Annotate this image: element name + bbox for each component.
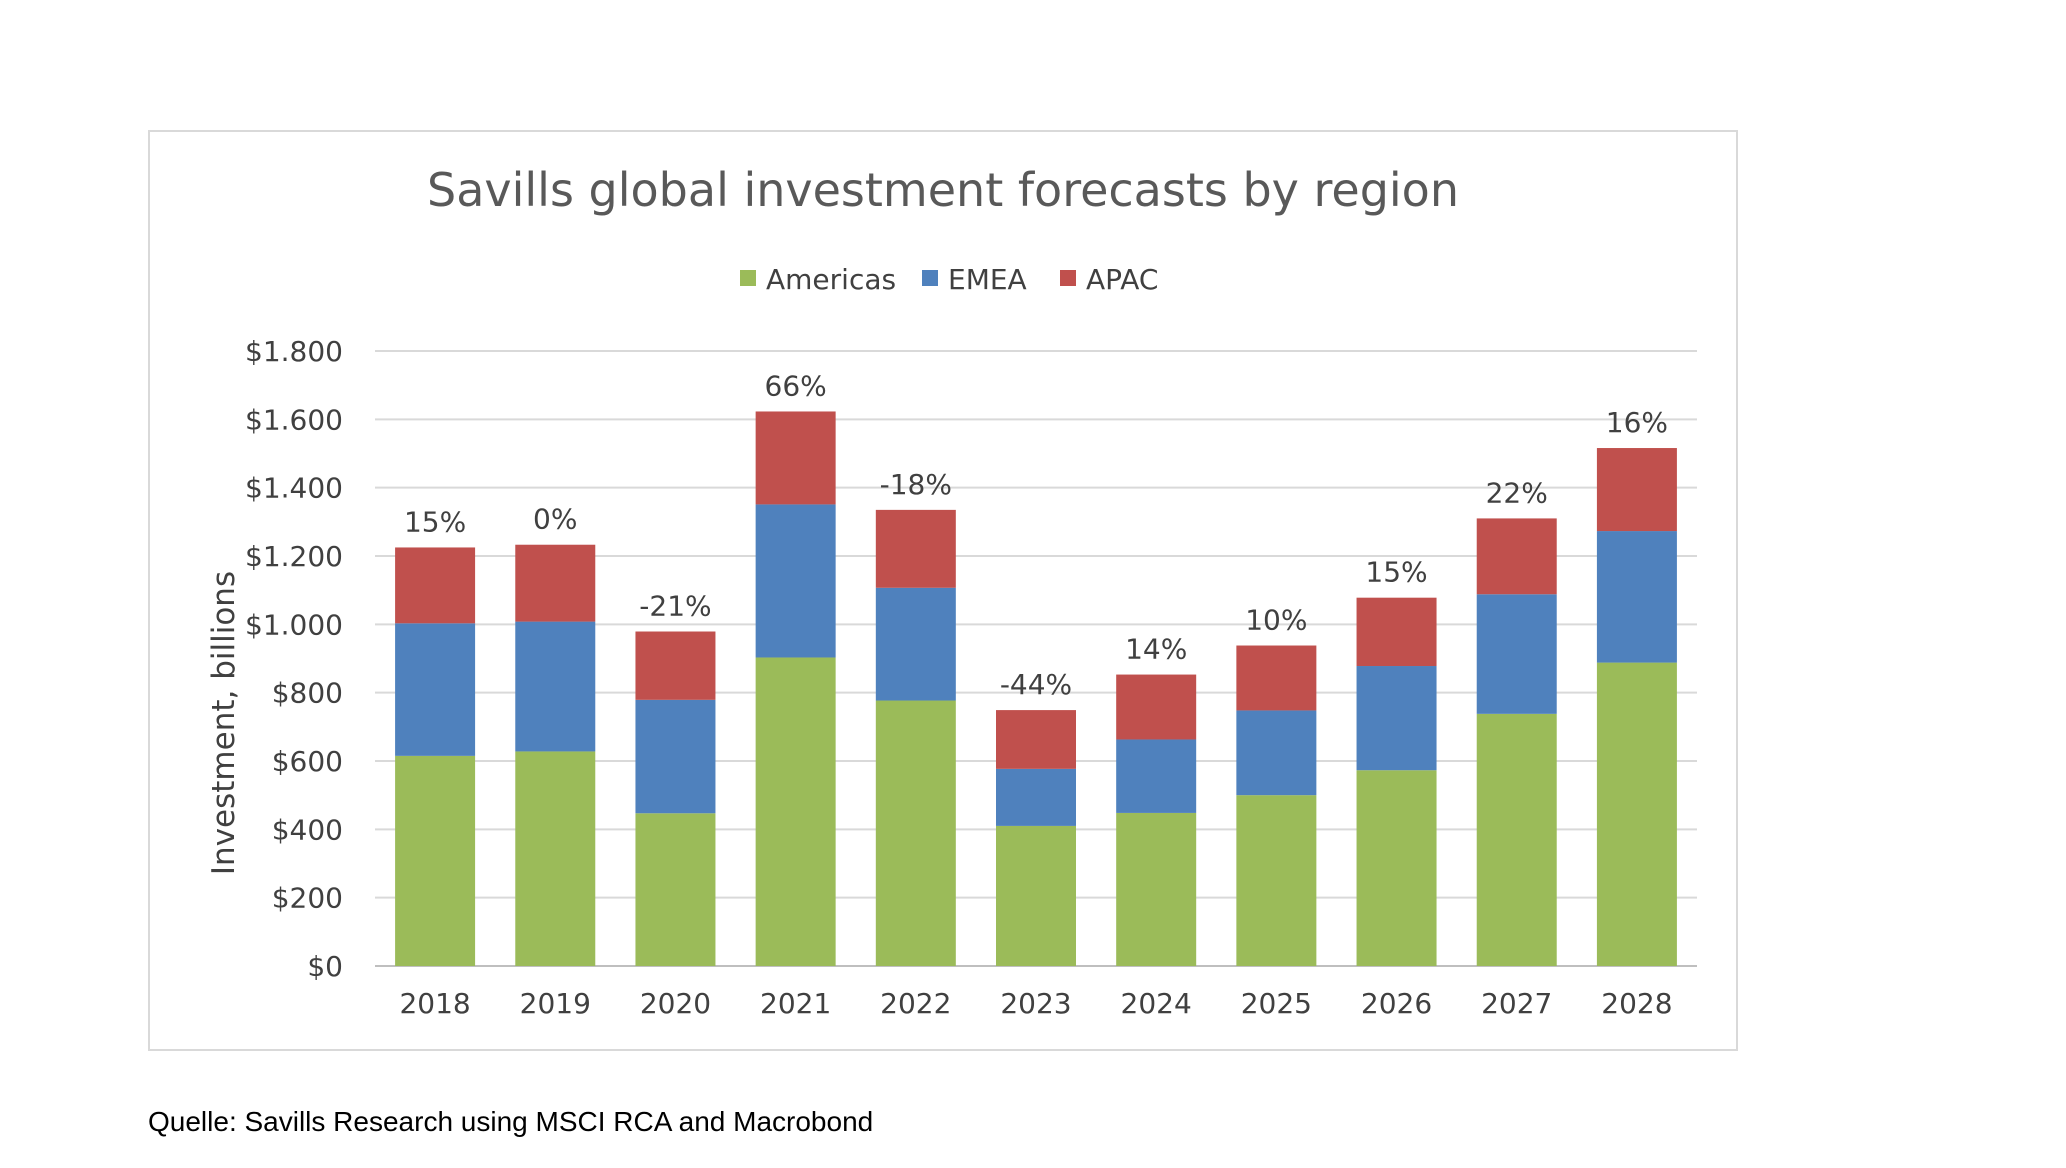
bar-emea-2020 [635,699,716,814]
x-tick-label: 2019 [520,987,591,1020]
y-tick-label: $800 [272,677,343,710]
bars [395,411,1677,966]
growth-label-2025: 10% [1245,604,1307,637]
bar-americas-2022 [875,700,956,966]
x-tick-label: 2021 [760,987,831,1020]
bar-apac-2019 [515,544,596,622]
bar-apac-2024 [1116,674,1197,740]
x-tick-label: 2025 [1241,987,1312,1020]
y-tick-label: $600 [272,745,343,778]
y-tick-label: $1.400 [245,472,343,505]
y-tick-label: $400 [272,813,343,846]
y-tick-label: $1.200 [245,540,343,573]
x-tick-label: 2028 [1601,987,1672,1020]
y-axis-title: Investment, billions [206,571,242,875]
bar-emea-2025 [1236,710,1317,796]
source-note: Quelle: Savills Research using MSCI RCA … [148,1106,874,1137]
bar-americas-2020 [635,813,716,966]
growth-label-2022: -18% [880,468,952,501]
bar-apac-2020 [635,631,716,700]
x-tick-label: 2020 [640,987,711,1020]
x-tick-label: 2023 [1000,987,1071,1020]
legend-label-emea: EMEA [948,263,1027,296]
y-tick-label: $1.600 [245,403,343,436]
bar-emea-2018 [395,623,476,756]
growth-label-2027: 22% [1486,476,1548,509]
bar-apac-2025 [1236,645,1317,711]
legend-swatch-apac [1060,270,1076,286]
legend-label-apac: APAC [1086,263,1158,296]
y-tick-label: $1.000 [245,608,343,641]
bar-americas-2027 [1476,713,1557,966]
bar-americas-2028 [1596,662,1677,966]
bar-emea-2026 [1356,666,1437,771]
growth-label-2026: 15% [1365,556,1427,589]
bar-americas-2024 [1116,812,1197,966]
legend: Americas EMEA APAC [740,263,1158,296]
bar-apac-2026 [1356,597,1437,667]
bar-apac-2022 [875,509,956,588]
y-tick-label: $200 [272,882,343,915]
bar-americas-2025 [1236,795,1317,966]
growth-label-2024: 14% [1125,633,1187,666]
growth-label-2019: 0% [533,503,577,536]
bar-apac-2023 [996,710,1076,769]
growth-label-2023: -44% [1000,668,1072,701]
y-tick-label: $0 [307,950,343,983]
data-labels: 15% 0% -21% 66% -18% -44% 14% 10% 15% 22% 16% [404,369,1668,701]
x-tick-label: 2018 [399,987,470,1020]
bar-americas-2019 [515,751,596,966]
y-axis-ticks: $0 $200 $400 $600 $800 $1.000 $1.200 $1.400 $1.6… [245,335,343,983]
bar-emea-2027 [1476,594,1557,714]
x-tick-label: 2024 [1121,987,1192,1020]
growth-label-2021: 66% [765,369,827,402]
bar-emea-2028 [1596,531,1677,663]
x-axis-ticks: 2018 2019 2020 2021 2022 2023 2024 2025 2026 2027… [399,987,1672,1020]
gridlines [375,350,1697,967]
bar-apac-2021 [755,411,836,505]
growth-label-2020: -21% [639,590,711,623]
bar-apac-2028 [1596,448,1677,532]
y-tick-label: $1.800 [245,335,343,368]
x-tick-label: 2027 [1481,987,1552,1020]
bar-americas-2018 [395,755,476,966]
bar-apac-2018 [395,547,476,624]
legend-swatch-emea [922,270,938,286]
bar-emea-2019 [515,621,596,752]
bar-apac-2027 [1476,518,1557,595]
growth-label-2018: 15% [404,505,466,538]
bar-americas-2023 [996,825,1076,966]
x-tick-label: 2022 [880,987,951,1020]
x-tick-label: 2026 [1361,987,1432,1020]
bar-emea-2021 [755,504,836,658]
growth-label-2028: 16% [1606,406,1668,439]
bar-emea-2024 [1116,739,1197,813]
bar-emea-2023 [996,768,1076,826]
bar-americas-2021 [755,657,836,966]
bar-emea-2022 [875,587,956,701]
legend-swatch-americas [740,270,756,286]
chart-title: Savills global investment forecasts by r… [427,163,1459,217]
bar-americas-2026 [1356,770,1437,966]
legend-label-americas: Americas [766,263,896,296]
